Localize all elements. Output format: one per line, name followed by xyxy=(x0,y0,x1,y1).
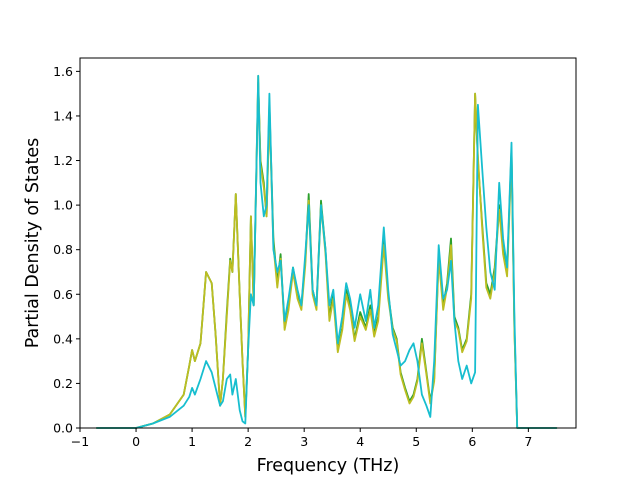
x-tick-label: −1 xyxy=(71,434,89,449)
y-tick-label: 1.6 xyxy=(53,64,73,79)
y-tick-label: 0.2 xyxy=(53,376,73,391)
series-line-2 xyxy=(95,74,558,429)
y-tick-label: 0.0 xyxy=(53,421,73,436)
y-tick-label: 0.6 xyxy=(53,287,73,302)
x-tick-label: 2 xyxy=(244,434,252,449)
y-tick-label: 1.4 xyxy=(53,108,73,123)
plot-frame xyxy=(79,57,577,429)
x-axis-label: Frequency (THz) xyxy=(257,456,400,476)
y-axis-label: Partial Density of States xyxy=(23,138,43,349)
y-tick-label: 0.4 xyxy=(53,331,73,346)
x-tick-label: 7 xyxy=(524,434,532,449)
y-ticks: 0.0 0.2 0.4 0.6 0.8 1.0 1.2 1.4 1.6 xyxy=(53,64,80,436)
y-tick-label: 0.8 xyxy=(53,242,73,257)
x-tick-label: 4 xyxy=(356,434,364,449)
series-line-3 xyxy=(95,74,558,429)
x-tick-label: 5 xyxy=(412,434,420,449)
y-tick-label: 1.0 xyxy=(53,198,73,213)
y-tick-label: 1.2 xyxy=(53,153,73,168)
x-tick-label: 1 xyxy=(188,434,196,449)
series-layer xyxy=(95,74,558,429)
x-tick-label: 3 xyxy=(300,434,308,449)
x-tick-label: 0 xyxy=(132,434,140,449)
x-ticks: −1 0 1 2 3 4 5 6 7 xyxy=(71,428,532,449)
x-tick-label: 6 xyxy=(468,434,476,449)
